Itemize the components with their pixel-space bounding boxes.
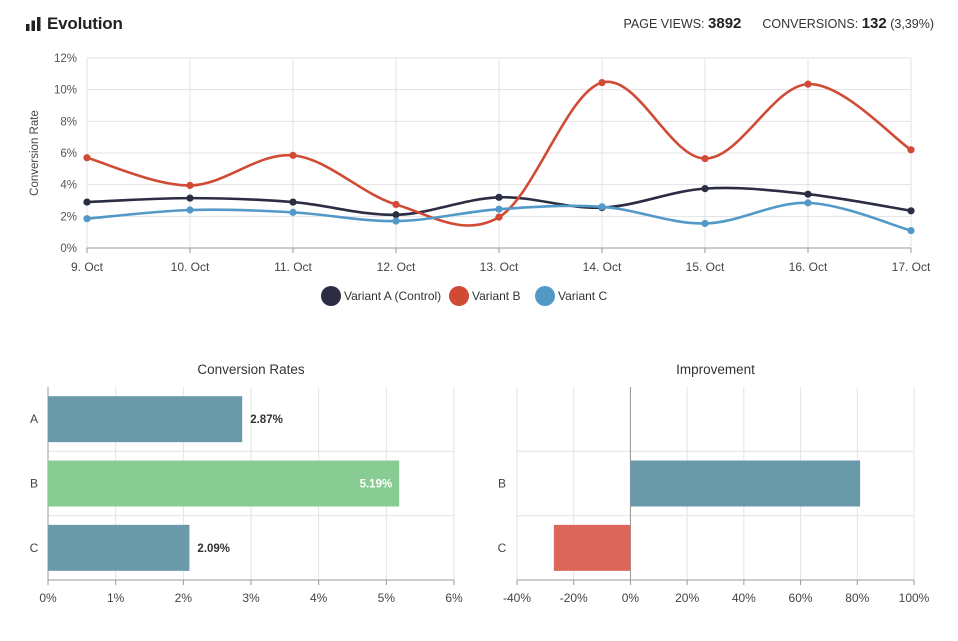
data-point-variant_b [907,146,915,154]
category-label: B [30,477,38,491]
category-label: C [30,541,39,555]
data-point-variant_c [598,203,606,211]
legend-marker-variant_c [535,286,555,306]
data-point-variant_c [495,205,503,213]
x-tick-label: 3% [242,591,260,605]
x-tick-label: 14. Oct [583,260,622,274]
x-tick-label: 40% [732,591,756,605]
legend-item-variant_b[interactable]: Variant B [449,286,520,306]
data-point-variant_a [83,198,91,206]
category-label: A [30,412,38,426]
data-point-variant_c [907,226,915,235]
x-tick-label: 12. Oct [377,260,416,274]
series-line-variant_b [86,80,912,227]
conversions-value: 132 [861,15,887,32]
bar-chart-icon [26,17,41,31]
x-tick-label: 13. Oct [480,260,519,274]
data-point-variant_a [289,198,297,206]
y-tick-label: 0% [60,243,77,255]
x-tick-label: 5% [378,591,396,605]
legend-item-variant_c[interactable]: Variant C [535,286,607,306]
category-label: C [498,541,507,555]
x-tick-label: -20% [560,591,588,605]
data-point-variant_c [804,199,812,207]
data-point-variant_b [804,80,812,88]
x-tick-label: 6% [445,591,463,605]
y-tick-label: 8% [60,116,77,128]
x-tick-label: 11. Oct [274,260,312,274]
bar-B [630,460,861,507]
chart-title: Conversion Rates [197,362,305,377]
title-group: Evolution [26,14,123,34]
data-point-variant_c [289,208,297,216]
page-title: Evolution [47,14,123,33]
data-point-variant_c [83,215,91,223]
evolution-line-chart: 0% 2% 4% 6% 8% 10% 12% 9. Oct 10. Oct 11. Oct 12. … [29,53,931,274]
x-tick-label: -40% [503,591,531,605]
data-point-variant_c [392,217,400,225]
x-tick-label: 16. Oct [789,260,828,274]
x-tick-label: 10. Oct [171,260,210,274]
line-chart-legend[interactable]: Variant A (Control) Variant B Variant C [321,286,607,306]
conversions-label: CONVERSIONS: [762,17,859,31]
data-label: 2.87% [250,414,283,426]
data-point-variant_c [701,219,709,228]
improvement-bar-chart: Improvement -40% -20% 0% 20% 40% 60% 80% 100% B C [498,362,930,605]
bar-A [48,396,243,443]
data-point-variant_b [701,154,709,163]
stats-summary: PAGE VIEWS: 3892 CONVERSIONS: 132 (3,39%… [623,15,934,32]
data-point-variant_b [495,213,503,221]
data-point-variant_a [392,211,400,219]
bar-B [48,460,400,507]
x-tick-label: 0% [39,591,57,605]
x-tick-label: 4% [310,591,328,605]
conversions-rate: (3,39%) [890,17,934,31]
x-tick-label: 0% [622,591,640,605]
legend-item-variant_a[interactable]: Variant A (Control) [321,286,441,306]
bar-C [48,524,190,571]
data-point-variant_b [289,151,297,159]
bar-C [553,524,631,571]
x-tick-label: 1% [107,591,125,605]
data-label: 5.19% [360,479,393,491]
y-tick-label: 12% [54,53,77,65]
y-tick-label: 6% [60,148,77,160]
y-tick-label: 2% [60,211,77,223]
conversion-rates-bar-chart: Conversion Rates 0% 1% 2% 3% 4% 5% 6% A 2.87% B 5.1… [30,362,463,605]
data-point-variant_c [186,206,194,214]
legend-marker-variant_b [449,286,469,306]
page-views-label: PAGE VIEWS: [623,17,705,31]
data-point-variant_a [804,190,812,198]
legend-label-variant_a: Variant A (Control) [344,289,441,303]
legend-marker-variant_a [321,286,341,306]
x-tick-label: 80% [845,591,869,605]
data-point-variant_b [186,181,194,190]
x-tick-label: 15. Oct [686,260,725,274]
chart-title: Improvement [676,362,755,377]
data-point-variant_a [701,185,709,193]
y-tick-label: 4% [60,180,77,192]
x-tick-label: 17. Oct [892,260,931,274]
data-point-variant_b [392,200,400,209]
page-views-value: 3892 [708,15,742,32]
data-point-variant_a [495,193,503,201]
x-tick-label: 100% [899,591,930,605]
x-tick-label: 2% [175,591,193,605]
data-point-variant_a [907,207,915,215]
data-point-variant_b [598,78,606,87]
data-point-variant_b [83,154,91,162]
legend-label-variant_c: Variant C [558,289,607,303]
legend-label-variant_b: Variant B [472,289,520,303]
y-tick-label: 10% [54,85,77,97]
category-label: B [498,477,506,491]
x-tick-label: 20% [675,591,699,605]
data-label: 2.09% [197,543,230,555]
y-axis-title: Conversion Rate [29,110,41,196]
x-tick-label: 60% [789,591,813,605]
x-tick-label: 9. Oct [71,260,104,274]
data-point-variant_a [186,194,194,202]
header: Evolution PAGE VIEWS: 3892 CONVERSIONS: … [0,0,958,50]
